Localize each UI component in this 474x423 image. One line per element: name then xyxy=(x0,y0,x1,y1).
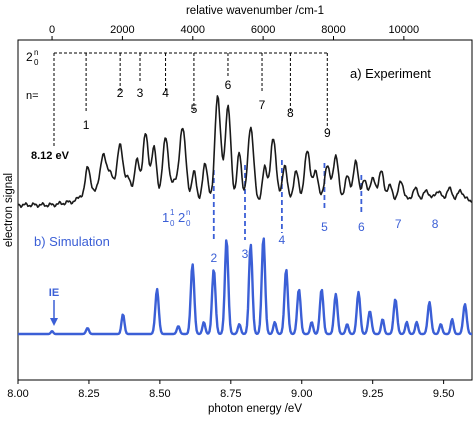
combo-n-label-8: 8 xyxy=(432,217,439,231)
top-tick-label-5: 10000 xyxy=(389,24,420,36)
top-tick-label-4: 8000 xyxy=(321,24,345,36)
ie-label: IE xyxy=(49,287,59,299)
main-n-label-4: 4 xyxy=(162,86,169,100)
x-tick-label-3: 8.75 xyxy=(220,388,241,400)
ie-arrow-head-icon xyxy=(50,318,58,326)
main-n-label-3: 3 xyxy=(137,86,144,100)
n-equals-label: n= xyxy=(26,90,39,102)
experiment-label: a) Experiment xyxy=(350,66,431,81)
main-n-label-7: 7 xyxy=(259,98,266,112)
y-axis-title: electron signal xyxy=(3,173,15,247)
combo-progression-sup-a: 1 xyxy=(170,208,175,217)
x-tick-label-6: 9.50 xyxy=(433,388,454,400)
combo-progression-markers: 2 3 4 5 6 7 8 xyxy=(210,160,439,265)
x-tick-label-1: 8.25 xyxy=(78,388,99,400)
combo-n-label-3: 3 xyxy=(242,247,249,261)
main-progression-base: 2 xyxy=(26,50,33,64)
combo-progression-label: 1 1 0 2 n 0 xyxy=(162,208,191,228)
x-axis-title: photon energy /eV xyxy=(208,403,302,415)
main-n-label-6: 6 xyxy=(225,78,232,92)
combo-progression-base-b: 2 xyxy=(178,210,185,225)
x-tick-label-4: 9.00 xyxy=(291,388,312,400)
main-n-label-8: 8 xyxy=(287,106,294,120)
top-tick-label-1: 2000 xyxy=(110,24,134,36)
combo-progression-sup-b: n xyxy=(186,208,190,217)
x-tick-label-0: 8.00 xyxy=(7,388,28,400)
experiment-spectrum-line xyxy=(17,95,473,209)
main-progression-label: 2 n 0 xyxy=(26,48,39,67)
combo-n-label-5: 5 xyxy=(321,220,328,234)
main-n-label-9: 9 xyxy=(324,126,331,140)
bottom-axis: 8.00 8.25 8.50 8.75 9.00 9.25 9.50 xyxy=(7,380,454,400)
x-tick-label-2: 8.50 xyxy=(149,388,170,400)
plot-frame xyxy=(17,39,473,381)
main-n-label-1: 1 xyxy=(83,118,90,132)
combo-n-label-4: 4 xyxy=(279,233,286,247)
top-tick-label-3: 6000 xyxy=(251,24,275,36)
x-tick-label-5: 9.25 xyxy=(362,388,383,400)
main-progression-sup: n xyxy=(34,48,38,57)
combo-progression-base-a: 1 xyxy=(162,210,169,225)
combo-n-label-7: 7 xyxy=(395,217,402,231)
top-tick-label-2: 4000 xyxy=(181,24,205,36)
main-progression-sub: 0 xyxy=(34,58,39,67)
top-tick-label-0: 0 xyxy=(49,24,55,36)
combo-n-label-2: 2 xyxy=(210,251,217,265)
ionization-energy-marker: IE xyxy=(49,287,59,326)
simulation-label: b) Simulation xyxy=(34,234,110,249)
top-axis: 0 2000 4000 6000 8000 10000 xyxy=(49,24,419,40)
main-n-label-2: 2 xyxy=(117,86,124,100)
onset-energy-label: 8.12 eV xyxy=(31,150,70,162)
top-axis-title: relative wavenumber /cm-1 xyxy=(186,5,324,17)
combo-n-label-6: 6 xyxy=(358,220,365,234)
combo-progression-sub-a: 0 xyxy=(170,219,175,228)
combo-progression-sub-b: 0 xyxy=(186,219,191,228)
simulation-spectrum-line xyxy=(17,237,473,336)
main-n-label-5: 5 xyxy=(191,102,198,116)
